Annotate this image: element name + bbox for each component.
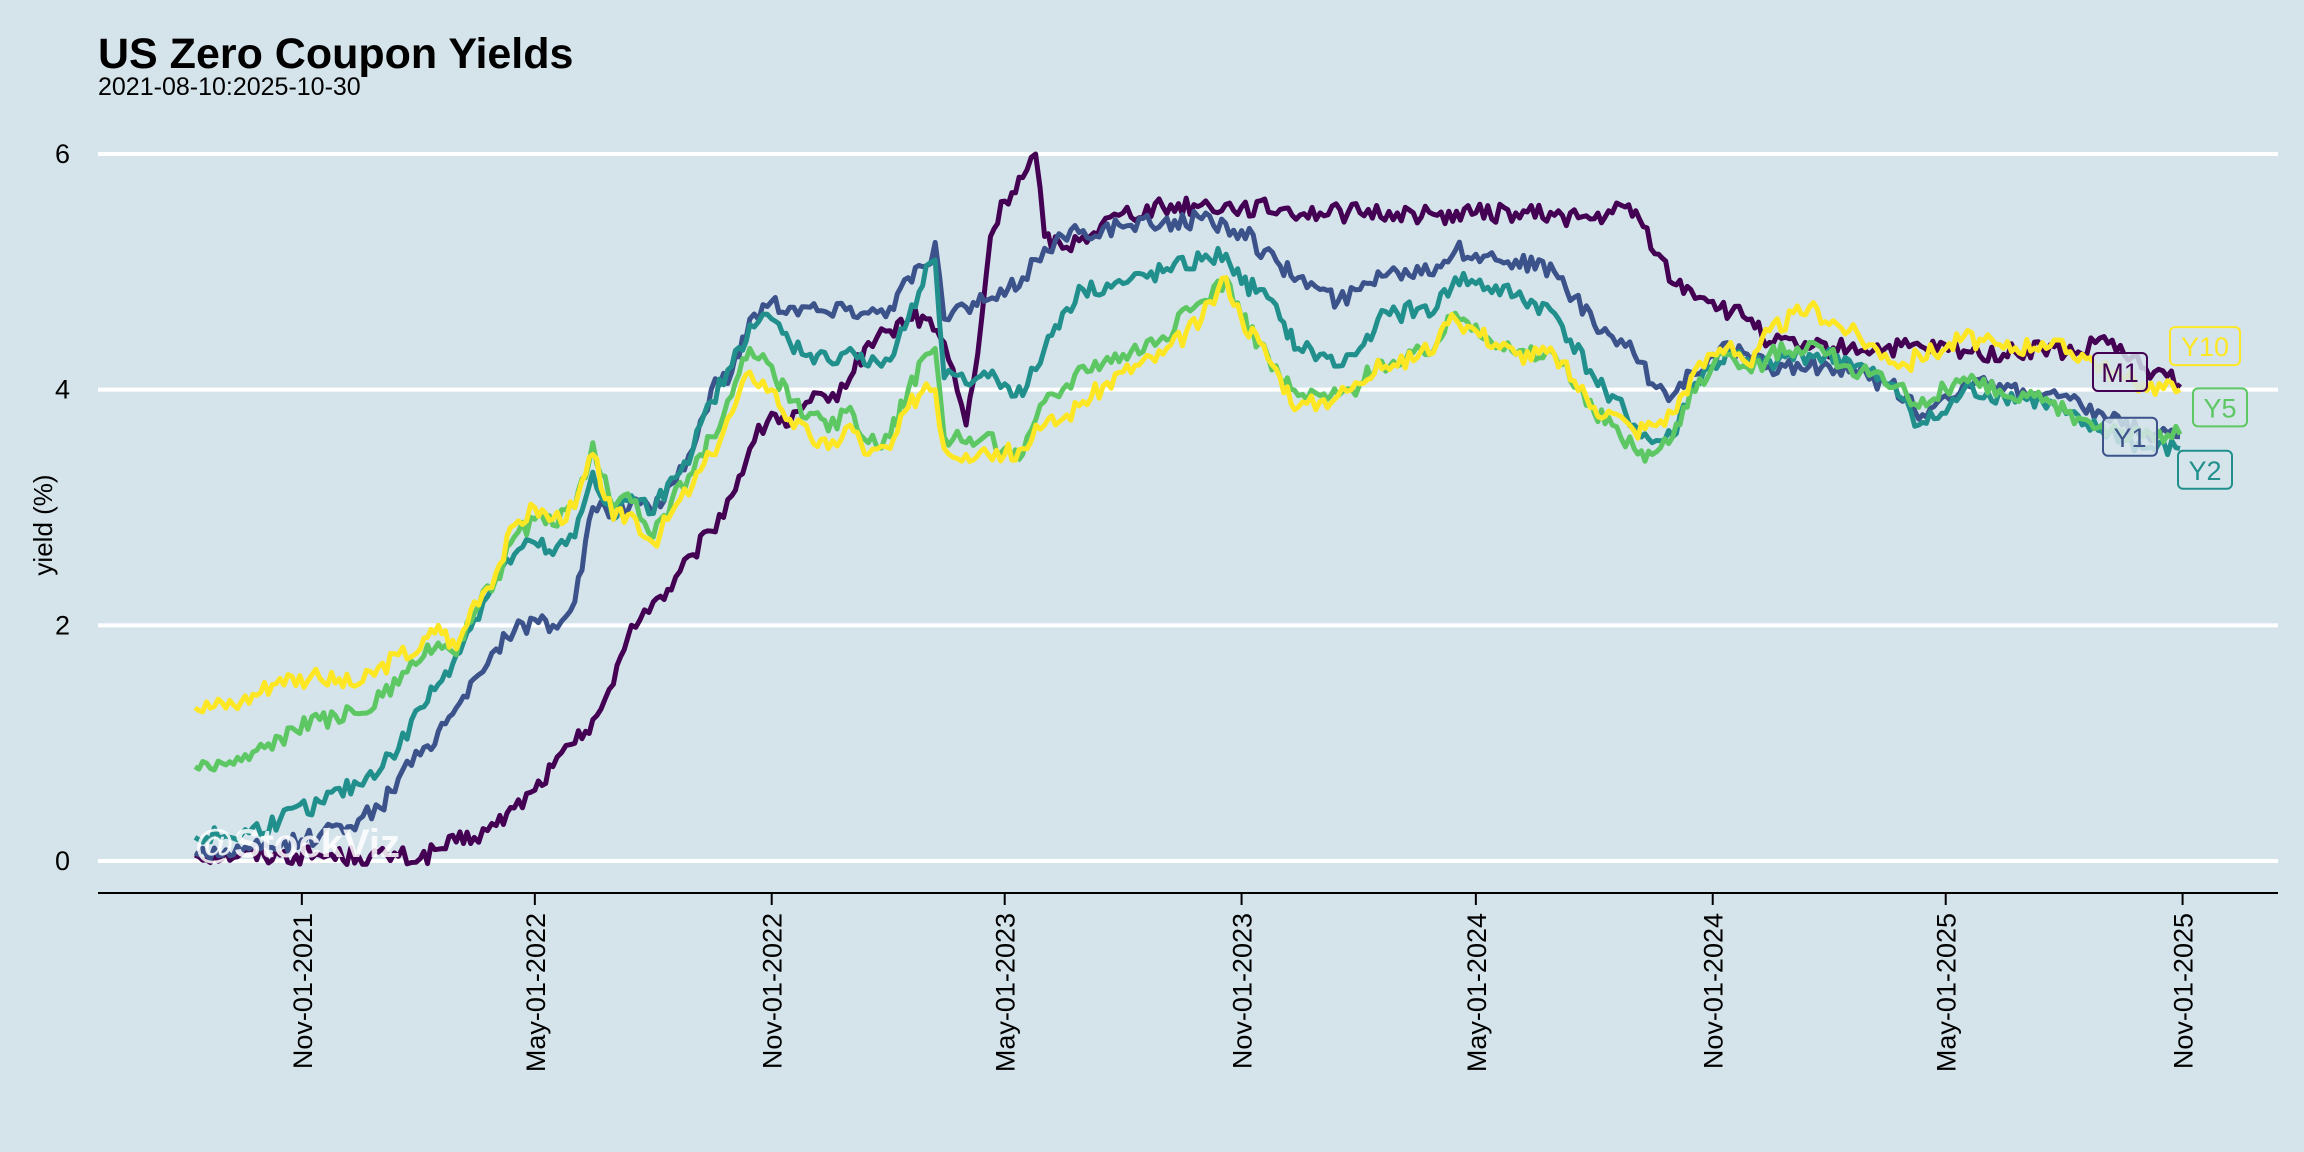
end-label-text: Y1 [2113, 423, 2146, 453]
end-label-y10: Y10 [2169, 326, 2241, 367]
y-axis-label: yield (%) [28, 474, 58, 575]
series-end-labels: M1 Y1 Y2 Y5 Y10 [2092, 326, 2248, 490]
x-tick-label: Nov-01-2025 [2169, 913, 2199, 1069]
chart-subtitle: 2021-08-10:2025-10-30 [98, 73, 361, 101]
end-label-m1: M1 [2092, 351, 2148, 392]
y-tick-label: 4 [55, 375, 70, 405]
end-label-y2: Y2 [2177, 449, 2233, 490]
series-line-y10 [193, 275, 2182, 715]
x-tick-label: Nov-01-2021 [288, 913, 318, 1069]
series-lines [193, 151, 2183, 867]
y-tick-label: 2 [55, 610, 70, 640]
series-line-y2 [193, 245, 2181, 845]
y-tick-label: 0 [55, 846, 70, 876]
watermark: @StockViz [195, 822, 400, 866]
x-tick-label: Nov-01-2023 [1228, 913, 1258, 1069]
y-tick-label: 6 [55, 139, 70, 169]
end-label-y5: Y5 [2192, 387, 2248, 428]
x-axis-ticks: Nov-01-2021 May-01-2022 Nov-01-2022 May-01-… [288, 893, 2199, 1072]
end-label-text: M1 [2101, 358, 2139, 388]
end-label-text: Y2 [2188, 456, 2221, 486]
chart-title: US Zero Coupon Yields [98, 30, 573, 78]
x-tick-label: May-01-2025 [1932, 913, 1962, 1072]
series-line-m1 [194, 151, 2182, 867]
x-tick-label: Nov-01-2024 [1699, 913, 1729, 1069]
end-label-text: Y10 [2181, 332, 2229, 362]
x-tick-label: May-01-2024 [1462, 913, 1492, 1072]
x-tick-label: May-01-2022 [521, 913, 551, 1072]
x-tick-label: May-01-2023 [991, 913, 1021, 1072]
x-tick-label: Nov-01-2022 [758, 913, 788, 1069]
end-label-text: Y5 [2203, 393, 2236, 423]
gridlines [98, 152, 2278, 863]
y-axis-ticks: 0 2 4 6 [55, 139, 70, 876]
end-label-y1: Y1 [2102, 416, 2158, 457]
